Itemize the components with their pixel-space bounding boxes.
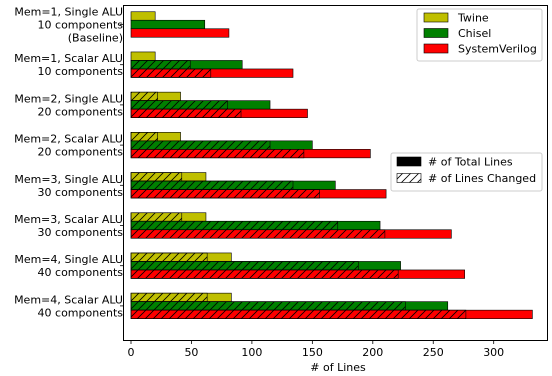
x-axis-label: # of Lines (310, 361, 366, 374)
style-legend: # of Total Lines # of Lines Changed (390, 152, 543, 192)
category-label-5-line-1: Mem=3, Single ALU (14, 173, 123, 186)
bars (130, 11, 533, 319)
category-label-7-line-1: Mem=4, Single ALU (14, 253, 123, 266)
category-label-3-line-1: Mem=2, Single ALU (14, 92, 123, 105)
bar-changed-twine-8 (130, 292, 208, 302)
style-legend-box (390, 152, 543, 192)
legend-label-twine: Twine (457, 12, 489, 25)
category-label-6-line-1: Mem=3, Scalar ALU (14, 213, 123, 226)
bar-changed-systemverilog-2 (130, 68, 212, 78)
x-tick-label-100: 100 (241, 346, 262, 359)
bar-total-systemverilog-1 (130, 28, 230, 38)
category-label-8-line-2: 40 components (38, 306, 124, 319)
bar-changed-systemverilog-4 (130, 149, 305, 159)
bar-changed-systemverilog-3 (130, 108, 242, 118)
category-label-8-line-1: Mem=4, Scalar ALU (14, 293, 123, 306)
x-tick-label-300: 300 (483, 346, 504, 359)
legend-swatch-twine (423, 12, 449, 23)
legend-swatch-total-lines (396, 156, 422, 167)
category-label-4-line-2: 20 components (38, 146, 124, 159)
bar-changed-twine-6 (130, 212, 183, 222)
series-legend: Twine Chisel SystemVerilog (416, 8, 543, 62)
category-label-3-line-2: 20 components (38, 105, 124, 118)
bar-total-twine-2 (130, 51, 156, 61)
legend-label-changed-lines: # of Lines Changed (428, 172, 536, 185)
bar-changed-systemverilog-6 (130, 229, 386, 239)
bar-changed-chisel-5 (130, 180, 294, 190)
bar-changed-chisel-2 (130, 60, 191, 70)
category-label-6-line-2: 30 components (38, 226, 124, 239)
x-axis: 0 50 100 150 200 250 300 (128, 340, 504, 359)
category-label-2-line-1: Mem=1, Scalar ALU (14, 52, 123, 65)
bar-changed-twine-4 (130, 132, 158, 142)
category-label-4-line-1: Mem=2, Scalar ALU (14, 133, 123, 146)
bar-changed-twine-3 (130, 91, 158, 101)
bar-total-twine-1 (130, 11, 156, 21)
x-tick-label-250: 250 (423, 346, 444, 359)
bar-changed-systemverilog-7 (130, 269, 399, 279)
x-tick-label-200: 200 (362, 346, 383, 359)
bar-changed-chisel-6 (130, 220, 339, 231)
bar-changed-systemverilog-5 (130, 189, 320, 199)
category-label-5-line-2: 30 components (38, 186, 124, 199)
bar-changed-twine-7 (130, 252, 208, 262)
x-tick-label-50: 50 (184, 346, 198, 359)
legend-label-chisel: Chisel (458, 27, 491, 40)
x-tick-label-150: 150 (302, 346, 323, 359)
category-label-7-line-2: 40 components (38, 266, 124, 279)
bar-changed-chisel-3 (130, 100, 229, 110)
plot-frame (123, 5, 548, 341)
bar-total-chisel-1 (130, 19, 206, 30)
x-tick-label-0: 0 (128, 346, 135, 359)
bar-changed-chisel-8 (130, 301, 406, 311)
category-label-1-line-3: (Baseline) (68, 32, 123, 45)
legend-swatch-systemverilog (423, 43, 449, 54)
legend-swatch-chisel (423, 28, 449, 38)
category-label-1-line-2: 10 components (38, 19, 124, 32)
category-label-1-line-1: Mem=1, Single ALU (14, 6, 123, 19)
legend-swatch-changed-lines (396, 173, 422, 183)
category-label-2-line-2: 10 components (38, 65, 124, 78)
legend-label-systemverilog: SystemVerilog (458, 43, 537, 56)
legend-label-total-lines: # of Total Lines (428, 156, 513, 169)
bar-changed-chisel-4 (130, 140, 271, 150)
bar-changed-systemverilog-8 (130, 309, 467, 319)
bar-changed-chisel-7 (130, 261, 359, 271)
bar-changed-twine-5 (130, 172, 183, 182)
